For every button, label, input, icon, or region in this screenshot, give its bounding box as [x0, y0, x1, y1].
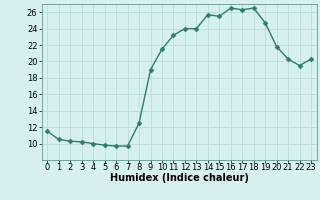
X-axis label: Humidex (Indice chaleur): Humidex (Indice chaleur) [110, 173, 249, 183]
